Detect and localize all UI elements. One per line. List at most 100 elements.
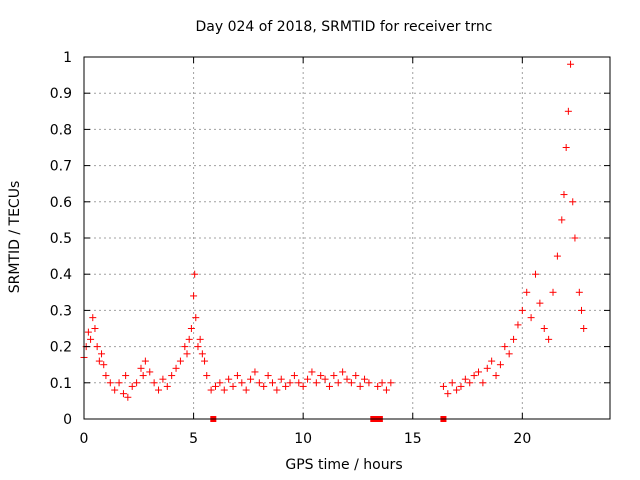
x-tick-label: 0 <box>80 431 89 447</box>
grid <box>84 57 610 419</box>
data-point <box>523 288 531 296</box>
data-point <box>273 386 281 394</box>
chart-title: Day 024 of 2018, SRMTID for receiver trn… <box>196 19 493 35</box>
data-point <box>553 252 561 260</box>
data-point <box>185 335 193 343</box>
data-point <box>238 379 246 387</box>
data-point <box>87 335 95 343</box>
data-point <box>115 379 123 387</box>
y-axis-label: SRMTID / TECUs <box>7 181 23 294</box>
data-point <box>488 357 496 365</box>
data-point <box>560 191 568 199</box>
data-point <box>139 372 147 380</box>
data-point <box>247 375 255 383</box>
data-point <box>122 372 130 380</box>
data-point <box>264 372 272 380</box>
data-point <box>479 379 487 387</box>
data-point <box>194 343 202 351</box>
data-point <box>540 325 548 332</box>
data-point <box>496 361 504 369</box>
data-point <box>286 379 294 387</box>
data-point <box>225 375 233 383</box>
data-point <box>527 314 535 322</box>
data-point <box>290 372 298 380</box>
data-point <box>387 379 395 387</box>
data-point <box>190 292 198 300</box>
data-point <box>111 386 119 394</box>
data-point <box>448 379 456 387</box>
data-point <box>545 335 553 343</box>
data-point <box>558 216 566 224</box>
y-tick-label: 0 <box>63 412 72 428</box>
data-point <box>163 382 171 390</box>
data-point <box>317 372 325 380</box>
x-tick-label: 20 <box>513 431 531 447</box>
data-point <box>191 270 199 278</box>
data-point <box>352 372 360 380</box>
data-point <box>176 357 184 365</box>
data-point <box>299 382 307 390</box>
data-point <box>567 60 575 68</box>
data-point <box>334 379 342 387</box>
data-point <box>347 379 355 387</box>
data-point <box>483 364 491 372</box>
data-point <box>361 375 369 383</box>
data-point <box>220 386 228 394</box>
y-tick-label: 1 <box>63 50 72 66</box>
data-point <box>141 357 149 365</box>
data-point <box>106 379 114 387</box>
data-point <box>578 306 586 314</box>
x-tick-label: 15 <box>404 431 422 447</box>
data-point <box>133 379 141 387</box>
y-tick-label: 0.7 <box>50 159 72 175</box>
data-point <box>475 368 482 376</box>
data-point <box>569 198 577 206</box>
data-point <box>93 343 101 351</box>
data-point <box>268 379 276 387</box>
data-point <box>356 382 364 390</box>
data-point <box>505 350 513 358</box>
data-point <box>187 325 195 332</box>
data-point <box>325 382 333 390</box>
data-point <box>457 382 465 390</box>
data-point <box>137 364 145 372</box>
data-point <box>260 382 268 390</box>
data-point <box>531 270 539 278</box>
axis-ticks: 00.10.20.30.40.50.60.70.80.910 5 10 15 20 <box>50 50 610 447</box>
data-point <box>146 368 154 376</box>
data-point <box>91 325 99 332</box>
data-point <box>501 343 509 351</box>
data-point <box>492 372 500 380</box>
data-point <box>207 386 215 394</box>
data-point <box>119 390 127 398</box>
y-tick-label: 0.9 <box>50 86 72 102</box>
data-point <box>212 382 219 390</box>
data-point <box>102 372 110 380</box>
data-point <box>374 382 382 390</box>
data-point <box>339 368 347 376</box>
data-point <box>453 386 461 394</box>
y-tick-label: 0.5 <box>50 231 72 247</box>
y-tick-label: 0.8 <box>50 122 72 138</box>
data-point <box>201 357 209 365</box>
data-point <box>124 393 132 401</box>
data-point <box>159 375 167 383</box>
data-point <box>172 364 180 372</box>
data-point <box>549 288 557 296</box>
data-point <box>84 328 92 336</box>
x-axis-label: GPS time / hours <box>285 457 402 473</box>
y-tick-label: 0.6 <box>50 195 72 211</box>
data-point <box>255 379 263 387</box>
data-point <box>168 372 176 380</box>
data-point <box>312 379 320 387</box>
data-point <box>365 379 373 387</box>
data-point <box>510 335 518 343</box>
data-point <box>580 325 588 332</box>
y-tick-label: 0.4 <box>50 267 72 283</box>
data-point <box>155 386 163 394</box>
data-point <box>382 386 390 394</box>
data-point <box>233 372 241 380</box>
data-point <box>330 372 338 380</box>
